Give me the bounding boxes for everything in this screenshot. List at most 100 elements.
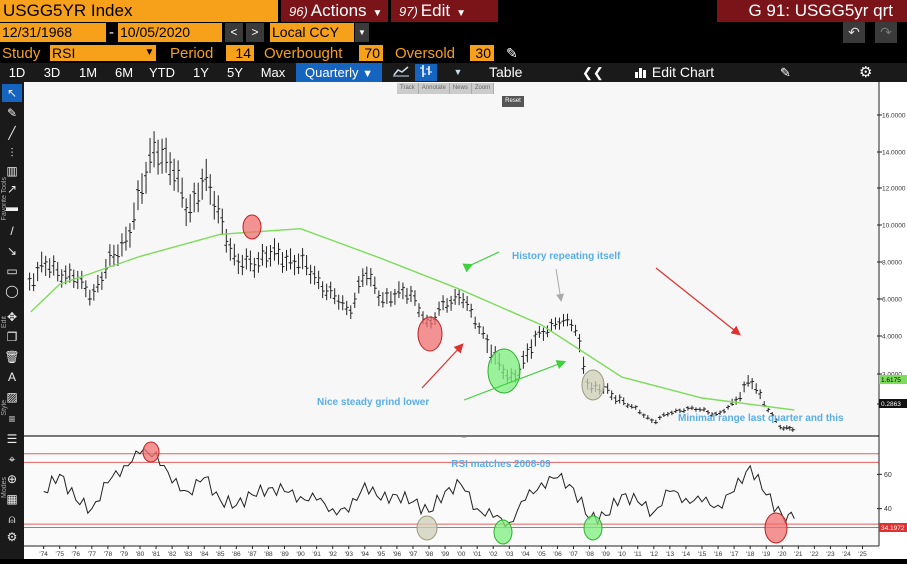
study-select[interactable]: RSI (50, 45, 154, 61)
x-tick-label: '01 (473, 551, 482, 558)
x-tick-label: '93 (344, 551, 353, 558)
cursor-arrow-icon[interactable]: ↖ (2, 84, 22, 102)
ohlc-bar-icon[interactable] (415, 64, 437, 81)
x-tick-label: '85 (216, 551, 225, 558)
settings-gear-icon[interactable]: ⚙ (859, 64, 873, 81)
x-tick-label: '04 (521, 551, 530, 558)
chart-svg[interactable]: ═ 16.0000 14.0000 12.0000 10.0000 8.0000 6.00… (24, 82, 907, 559)
edit-menu[interactable]: 97) Edit ▼ (391, 0, 498, 22)
mode-news[interactable]: News (450, 83, 472, 94)
green-circle-marker (487, 348, 521, 394)
delete-icon[interactable]: 🗑 (4, 350, 20, 364)
line-chart-icon[interactable] (390, 64, 412, 81)
pencil-icon[interactable]: ✎ (506, 45, 518, 61)
ray-icon[interactable]: ↗ (6, 182, 18, 196)
rectangle-icon[interactable]: ▭ (6, 264, 18, 278)
range-1y[interactable]: 1Y (193, 65, 209, 80)
text-icon[interactable]: A (7, 370, 16, 384)
grey-arrow-history (555, 268, 564, 302)
x-tick-label: '14 (682, 551, 691, 558)
fibonacci-icon[interactable]: ⫶ (10, 146, 14, 160)
table-button[interactable]: Table (489, 64, 523, 80)
overbought-input[interactable]: 70 (359, 45, 383, 61)
x-tick-label: '10 (617, 551, 626, 558)
mode-zoom[interactable]: Zoom (472, 83, 495, 94)
study-bar: Study RSI ▼ Period 14 Overbought 70 Over… (0, 43, 907, 63)
ellipse-icon[interactable]: ◯ (5, 284, 19, 298)
study-label: Study (2, 45, 41, 62)
study-dropdown-icon[interactable]: ▼ (143, 45, 156, 61)
ticker-field[interactable]: USGG5YR Index (0, 0, 278, 22)
price-tick-label: 10.0000 (882, 223, 906, 230)
actions-menu[interactable]: 96) Actions ▼ (281, 0, 388, 22)
periodicity-select[interactable]: Quarterly ▼ (296, 63, 382, 82)
caret-down-icon: ▼ (362, 68, 373, 80)
annotation-rsi: RSI matches 2008-09 (451, 459, 551, 470)
red-circle-marker (142, 441, 160, 463)
range-1m[interactable]: 1M (78, 65, 98, 80)
tool-settings-gear-icon[interactable]: ⚙ (6, 530, 18, 544)
start-date-field[interactable]: 12/31/1968 (0, 23, 106, 42)
x-tick-label: '23 (826, 551, 835, 558)
magnet-icon[interactable]: ⍝ (8, 512, 16, 526)
range-max[interactable]: Max (260, 65, 286, 80)
reset-button[interactable]: Reset (502, 96, 524, 107)
mode-annotate[interactable]: Annotate (419, 83, 450, 94)
channel-icon[interactable]: ▥ (6, 164, 18, 178)
grid-icon[interactable]: ▦ (6, 492, 18, 506)
x-tick-label: '06 (553, 551, 562, 558)
copy-icon[interactable]: ❐ (6, 330, 18, 344)
chart-area[interactable]: ═ 16.0000 14.0000 12.0000 10.0000 8.0000 6.00… (24, 82, 907, 559)
line-style-icon[interactable]: ≡ (8, 412, 16, 426)
overbought-label: Overbought (264, 45, 343, 62)
collapse-double-chevron-icon[interactable]: ❮❮ (582, 65, 604, 80)
chart-type-dropdown-icon[interactable]: ▼ (453, 67, 463, 77)
red-arrow-grind (421, 343, 464, 389)
x-tick-label: '08 (585, 551, 594, 558)
x-tick-label: '22 (810, 551, 819, 558)
ma-value-tag (879, 375, 907, 384)
line-draw-icon[interactable]: / (10, 224, 14, 238)
x-axis-bg (24, 546, 907, 559)
x-tick-label: '25 (858, 551, 867, 558)
line-weight-icon[interactable]: ☰ (6, 432, 18, 446)
fill-color-icon[interactable]: ▨ (6, 390, 18, 404)
crosshair-icon[interactable]: ⌖ (8, 452, 16, 466)
caret-down-icon: ▼ (456, 8, 466, 19)
move-icon[interactable]: ✥ (6, 310, 18, 324)
trendline-icon[interactable]: ╱ (8, 126, 16, 140)
next-period-button[interactable]: > (246, 23, 264, 42)
annotation-history: History repeating itself (512, 251, 621, 262)
periodicity-label: Quarterly (305, 65, 359, 80)
currency-dropdown-icon[interactable]: ▼ (355, 23, 369, 42)
ruler-icon[interactable]: ▬ (6, 200, 18, 214)
date-separator: - (109, 24, 114, 41)
edit-chart-button[interactable]: Edit Chart (634, 63, 714, 82)
range-6m[interactable]: 6M (114, 65, 134, 80)
x-tick-label: '19 (762, 551, 771, 558)
edit-pencil-icon[interactable]: ✎ (780, 65, 791, 80)
price-value-tag-text: 0.2863 (881, 401, 901, 408)
oversold-input[interactable]: 30 (470, 45, 494, 61)
rsi-value-tag-text: 34.1972 (881, 525, 905, 532)
range-3d[interactable]: 3D (43, 65, 61, 80)
undo-icon[interactable]: ↶ (843, 22, 865, 43)
arrow-draw-icon[interactable]: ↘ (6, 244, 18, 258)
zoom-icon[interactable]: ⊕ (6, 472, 18, 486)
function-title: G 91: USGG5yr qrt (717, 0, 907, 22)
currency-select[interactable]: Local CCY (270, 23, 354, 42)
x-tick-label: '77 (88, 551, 97, 558)
pen-icon[interactable]: ✎ (6, 106, 18, 120)
end-date-field[interactable]: 10/05/2020 (118, 23, 222, 42)
range-ytd[interactable]: YTD (149, 65, 175, 80)
rsi-line (43, 447, 795, 528)
grey-circle-marker (416, 515, 438, 541)
range-5y[interactable]: 5Y (227, 65, 243, 80)
redo-icon[interactable]: ↷ (875, 22, 897, 43)
previous-period-button[interactable]: < (225, 23, 243, 42)
x-tick-label: '18 (746, 551, 755, 558)
period-input[interactable]: 14 (226, 45, 254, 61)
range-1d[interactable]: 1D (8, 65, 26, 80)
price-value-tag (879, 399, 907, 408)
mode-track[interactable]: Track (397, 83, 419, 94)
